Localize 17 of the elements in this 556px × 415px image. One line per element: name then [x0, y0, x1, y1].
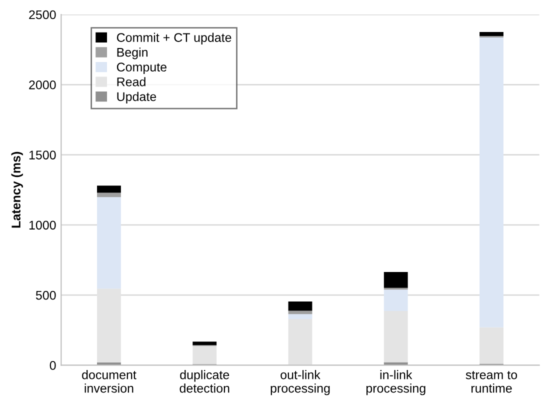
y-tick-label: 1000	[29, 220, 56, 230]
x-tick-label: duplicate detection	[180, 370, 230, 393]
y-axis-title: Latency (ms)	[11, 152, 23, 228]
y-tick-label: 500	[36, 290, 56, 300]
legend-label: Update	[117, 92, 156, 104]
legend-label: Read	[117, 77, 146, 86]
x-tick-label: stream to runtime	[466, 371, 518, 393]
legend-label: Commit + CT update	[116, 32, 232, 44]
legend-label: Compute	[116, 62, 166, 74]
y-tick-label: 2500	[29, 10, 56, 20]
x-tick-label: in-link processing	[366, 370, 426, 396]
y-tick-label: 2000	[29, 80, 56, 90]
x-tick-label: document inversion	[82, 370, 136, 393]
legend-label: Begin	[117, 48, 148, 60]
y-tick-label: 1500	[29, 150, 56, 160]
y-tick-label: 0	[50, 361, 56, 370]
x-tick-label: out-link processing	[270, 370, 330, 396]
